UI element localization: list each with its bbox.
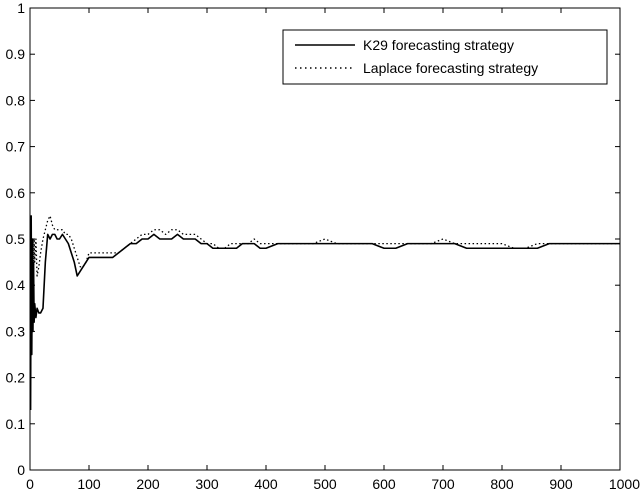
x-tick-label: 700	[431, 476, 455, 492]
series-layer	[29, 215, 620, 410]
x-tick-label: 600	[372, 476, 396, 492]
y-tick-label: 0.3	[6, 323, 26, 339]
x-tick-label: 1000	[609, 476, 640, 492]
y-tick-label: 0.9	[6, 46, 26, 62]
legend-label-laplace: Laplace forecasting strategy	[363, 60, 538, 76]
x-tick-label: 300	[195, 476, 219, 492]
legend: K29 forecasting strategy Laplace forecas…	[282, 29, 608, 85]
y-tick-label: 0	[17, 462, 25, 478]
y-tick-label: 0.6	[6, 185, 26, 201]
y-tick-label: 0.7	[6, 139, 26, 155]
y-tick-label: 0.8	[6, 92, 26, 108]
x-tick-label: 800	[490, 476, 514, 492]
y-axis: 0 0.1 0.2 0.3 0.4 0.5 0.6 0.7 0.8 0.9 1	[6, 0, 620, 478]
y-tick-label: 1	[17, 0, 25, 16]
y-tick-label: 0.5	[6, 231, 26, 247]
x-tick-label: 400	[254, 476, 278, 492]
x-tick-label: 100	[77, 476, 101, 492]
x-axis: 0 100 200 300 400 500 600 700 800 900 1000	[26, 8, 640, 492]
x-tick-label: 500	[313, 476, 337, 492]
plot-area	[29, 7, 621, 471]
y-tick-label: 0.2	[6, 370, 26, 386]
series-line-k29	[29, 215, 620, 410]
y-tick-label: 0.1	[6, 416, 26, 432]
x-tick-label: 900	[549, 476, 573, 492]
y-tick-label: 0.4	[6, 277, 26, 293]
legend-label-k29: K29 forecasting strategy	[363, 37, 514, 53]
x-tick-label: 200	[136, 476, 160, 492]
legend-box	[282, 29, 608, 85]
x-tick-label: 0	[26, 476, 34, 492]
